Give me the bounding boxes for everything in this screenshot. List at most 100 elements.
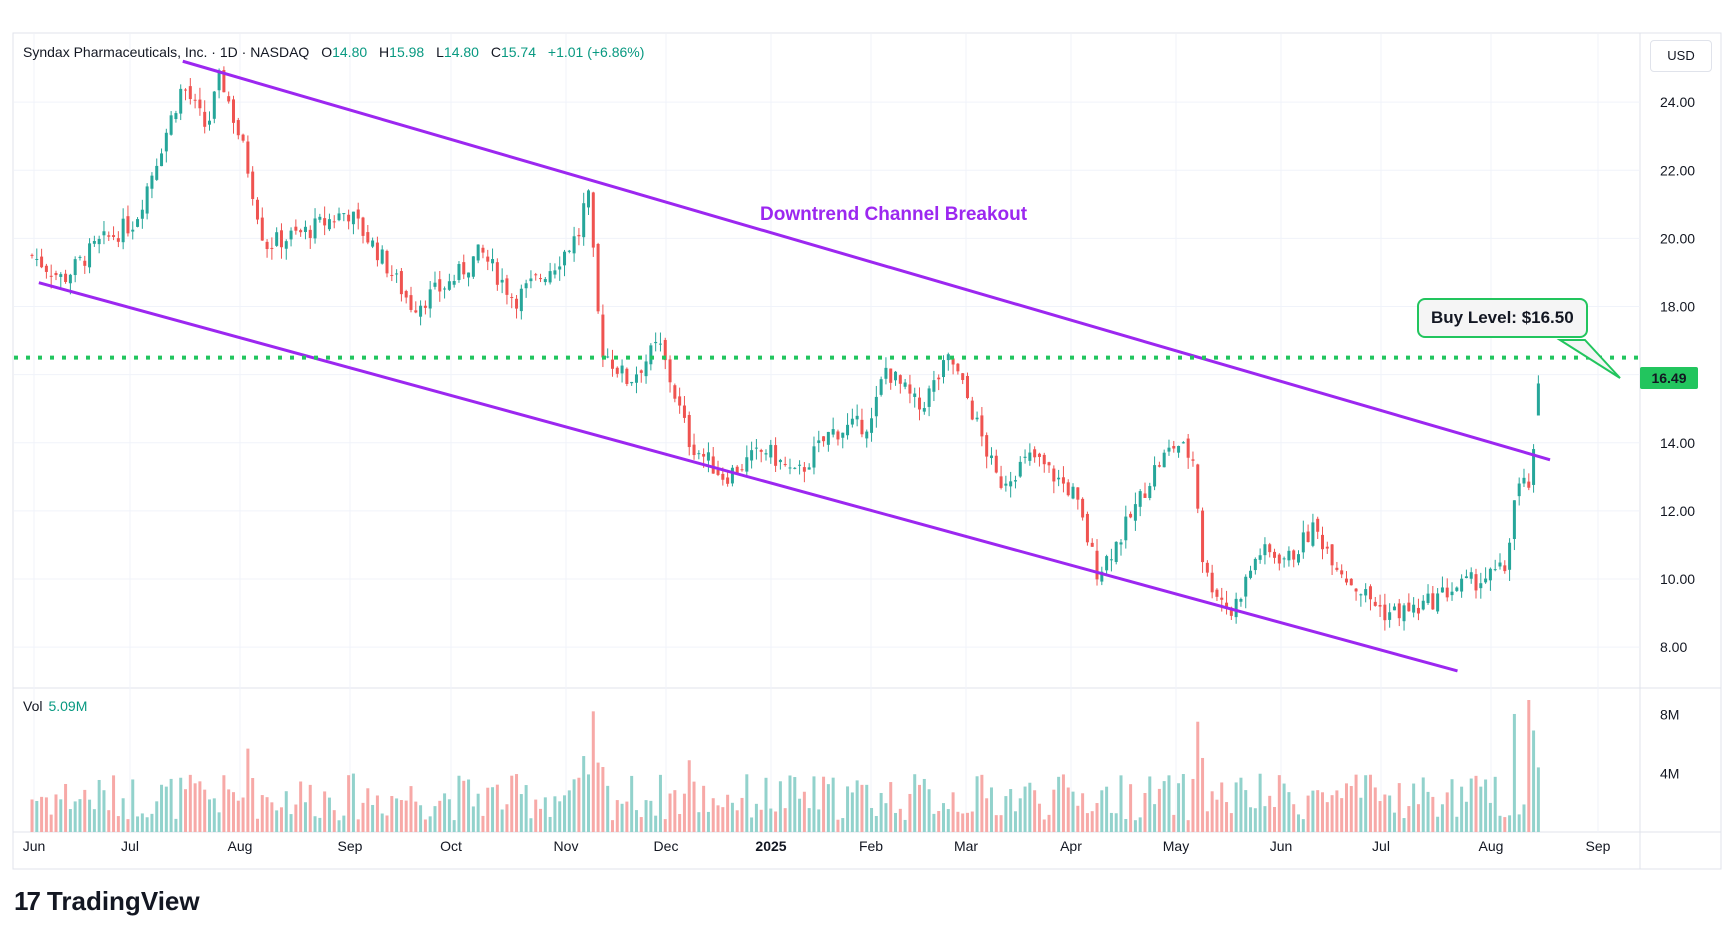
- candle-body: [59, 274, 63, 277]
- candle-body: [337, 213, 341, 221]
- volume-bar: [644, 800, 648, 832]
- channel-lower-line: [38, 281, 1458, 673]
- volume-bar: [371, 804, 375, 832]
- volume-bar: [716, 805, 720, 832]
- volume-bar: [1474, 775, 1478, 832]
- tradingview-logo[interactable]: 17 TradingView: [14, 886, 200, 917]
- volume-bar: [778, 781, 782, 832]
- candle-body: [1129, 513, 1133, 518]
- candle-body: [711, 456, 715, 474]
- candle-body: [1292, 550, 1296, 560]
- volume-bar: [145, 817, 149, 832]
- candle-body: [433, 282, 437, 287]
- candle-body: [1157, 465, 1161, 467]
- candle-body: [908, 384, 912, 394]
- candle-body: [1498, 562, 1502, 567]
- candle-body: [78, 256, 82, 258]
- volume-bar: [519, 794, 523, 832]
- volume-bar: [409, 786, 413, 832]
- candle-body: [318, 216, 322, 220]
- volume-bar: [524, 785, 528, 832]
- candle-body: [759, 449, 763, 452]
- volume-bar: [1047, 814, 1051, 832]
- volume-bar: [1277, 775, 1281, 832]
- volume-bar: [1402, 818, 1406, 832]
- volume-bar: [1469, 778, 1473, 832]
- volume-bar: [1023, 786, 1027, 832]
- volume-bar: [126, 819, 130, 832]
- volume-bar: [438, 800, 442, 832]
- volume-bar: [932, 813, 936, 832]
- candle-body: [1244, 576, 1248, 597]
- volume-bar: [903, 819, 907, 832]
- volume-bar: [188, 774, 192, 832]
- volume-bar: [294, 804, 298, 832]
- candle-body: [1301, 532, 1305, 553]
- time-tick-label: Sep: [338, 838, 363, 854]
- candle-body: [582, 203, 586, 238]
- candle-body: [1085, 513, 1089, 543]
- candle-body: [1215, 589, 1219, 597]
- candle-body: [409, 295, 413, 310]
- volume-bar: [740, 797, 744, 832]
- candle-body: [112, 235, 116, 237]
- candle-body: [1172, 446, 1176, 449]
- candle-body: [1440, 587, 1444, 593]
- volume-bar: [174, 818, 178, 832]
- candle-body: [208, 120, 212, 125]
- volume-bar: [73, 801, 77, 832]
- volume-bar: [1177, 783, 1181, 832]
- volume-bar: [850, 792, 854, 832]
- volume-bar: [1114, 813, 1118, 832]
- candle-body: [927, 388, 931, 407]
- candle-body: [1378, 605, 1382, 607]
- volume-bar: [1508, 815, 1512, 832]
- volume-bar: [1460, 786, 1464, 832]
- candle-body: [942, 360, 946, 378]
- volume-bar: [913, 774, 917, 832]
- candle-body: [577, 234, 581, 237]
- volume-bar: [1162, 781, 1166, 832]
- volume-bar: [678, 813, 682, 832]
- volume-bar: [1239, 777, 1243, 832]
- candle-body: [1052, 468, 1056, 482]
- volume-bar: [1464, 801, 1468, 832]
- candle-body: [1133, 504, 1137, 521]
- volume-bar: [260, 795, 264, 832]
- volume-bar: [1186, 820, 1190, 832]
- volume-bar: [1440, 804, 1444, 832]
- volume-bar: [898, 808, 902, 832]
- volume-bar: [1018, 798, 1022, 832]
- volume-bar: [1292, 804, 1296, 832]
- volume-bar: [1143, 793, 1147, 832]
- volume-bar: [1368, 774, 1372, 832]
- candle-body: [1503, 565, 1507, 572]
- axes: 24.0022.0020.0018.0016.0014.0012.0010.00…: [23, 94, 1696, 854]
- volume-bar: [1033, 790, 1037, 832]
- candle-body: [558, 266, 562, 270]
- volume-bar: [1498, 815, 1502, 832]
- candle-body: [1349, 578, 1353, 586]
- candle-body: [1268, 544, 1272, 553]
- candle-body: [865, 431, 869, 439]
- volume-bar: [380, 813, 384, 832]
- candle-body: [471, 256, 475, 277]
- price-tick-label: 14.00: [1660, 435, 1695, 451]
- volume-bar: [486, 787, 490, 832]
- candle-body: [1191, 459, 1195, 461]
- volume-bar: [140, 813, 144, 832]
- candle-body: [361, 217, 365, 236]
- candle-body: [83, 260, 87, 266]
- volume-bar: [1157, 788, 1161, 832]
- volume-bar: [107, 810, 111, 832]
- volume-bar: [855, 780, 859, 832]
- volume-bar: [231, 792, 235, 832]
- volume-bar: [1085, 813, 1089, 832]
- candle-body: [462, 262, 466, 275]
- volume-bar: [558, 801, 562, 832]
- candle-body: [539, 278, 543, 280]
- candle-body: [443, 288, 447, 290]
- time-tick-label: Dec: [654, 838, 679, 854]
- volume-bar: [510, 775, 514, 832]
- currency-button[interactable]: USD: [1650, 40, 1712, 72]
